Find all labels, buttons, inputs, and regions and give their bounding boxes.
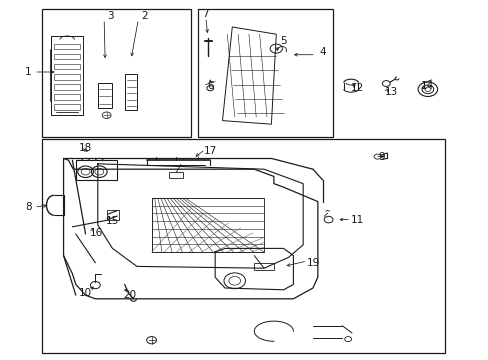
Polygon shape [222,27,276,124]
Text: 4: 4 [319,47,325,57]
Text: 8: 8 [25,202,32,212]
Bar [76,160,117,180]
Text: 18: 18 [79,143,92,153]
Bar [54,54,80,59]
Text: 15: 15 [105,216,119,226]
Bar [54,44,80,49]
Text: 16: 16 [90,228,103,238]
Bar [54,104,80,110]
Text: 3: 3 [106,11,113,21]
Bar [125,74,137,110]
Bar [254,263,273,270]
Text: 9: 9 [377,152,384,162]
Bar [41,9,190,137]
Text: 12: 12 [349,83,363,93]
Bar [98,83,112,108]
Text: 11: 11 [349,215,363,225]
Text: 5: 5 [280,36,286,46]
Bar [54,84,80,90]
Text: 2: 2 [141,11,147,21]
Text: 20: 20 [123,290,136,300]
Text: 19: 19 [305,258,319,268]
Bar [168,172,183,178]
Bar [151,198,264,252]
Text: 6: 6 [206,81,213,91]
Bar [54,94,80,100]
Bar [106,210,119,220]
Bar [54,64,80,69]
Text: 13: 13 [384,87,397,97]
Bar [198,9,332,137]
Text: 10: 10 [79,288,92,298]
Text: 1: 1 [25,67,32,77]
Bar [51,36,83,115]
Text: 14: 14 [420,81,434,91]
Text: 7: 7 [202,9,208,19]
Text: 17: 17 [203,146,217,156]
Bar [41,139,444,353]
Bar [54,74,80,80]
